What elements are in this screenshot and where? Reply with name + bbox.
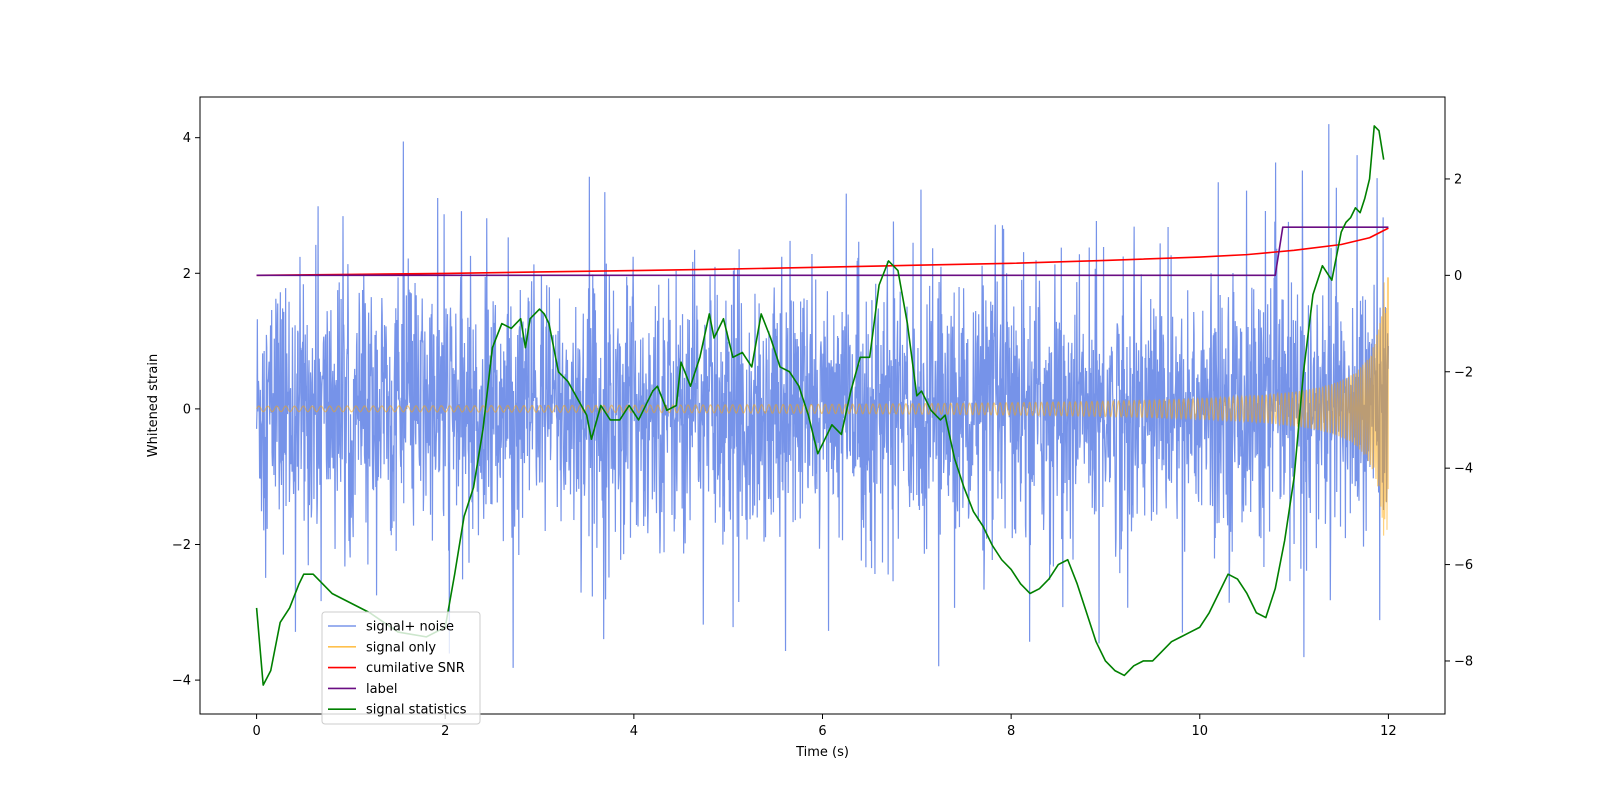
y-tick-label: −4 bbox=[172, 674, 191, 689]
series-cumilative-snr bbox=[256, 227, 1389, 277]
legend-entry-label: signal+ noise bbox=[366, 620, 454, 635]
y-tick-label: −2 bbox=[172, 538, 191, 553]
x-axis-label: Time (s) bbox=[795, 745, 849, 760]
legend-entry-label: signal statistics bbox=[366, 703, 467, 718]
x-tick-label: 6 bbox=[818, 724, 826, 739]
y2-tick-label: −4 bbox=[1454, 462, 1473, 477]
y-axis-right: −8 −6 −4 −2 0 2 bbox=[1445, 172, 1473, 669]
x-tick-label: 2 bbox=[441, 724, 449, 739]
y2-tick-label: 0 bbox=[1454, 269, 1462, 284]
x-tick-label: 4 bbox=[630, 724, 638, 739]
y-tick-label: 0 bbox=[183, 402, 191, 417]
series-signal-statistics bbox=[255, 125, 1385, 686]
y2-tick-label: 2 bbox=[1454, 172, 1462, 187]
y2-tick-label: −6 bbox=[1454, 558, 1473, 573]
x-tick-label: 0 bbox=[252, 724, 260, 739]
y2-tick-label: −2 bbox=[1454, 365, 1473, 380]
series-signal-noise bbox=[255, 124, 1390, 668]
legend-entry-label: cumilative SNR bbox=[366, 661, 465, 676]
plot-area bbox=[255, 124, 1390, 686]
legend: signal+ noise signal only cumilative SNR la… bbox=[321, 611, 481, 725]
legend-entry-label: label bbox=[366, 682, 397, 697]
legend-box bbox=[321, 611, 481, 725]
y-axis-label: Whitened strain bbox=[146, 354, 161, 457]
x-tick-label: 12 bbox=[1380, 724, 1397, 739]
y-tick-label: 4 bbox=[183, 131, 191, 146]
y2-tick-label: −8 bbox=[1454, 654, 1473, 669]
series-signal-only bbox=[256, 277, 1390, 536]
y-tick-label: 2 bbox=[183, 267, 191, 282]
x-tick-label: 8 bbox=[1007, 724, 1015, 739]
legend-entry-label: signal only bbox=[366, 640, 436, 655]
y-axis-left: −4 −2 0 2 4 bbox=[172, 131, 200, 689]
series-label bbox=[256, 226, 1389, 277]
x-tick-label: 10 bbox=[1191, 724, 1208, 739]
